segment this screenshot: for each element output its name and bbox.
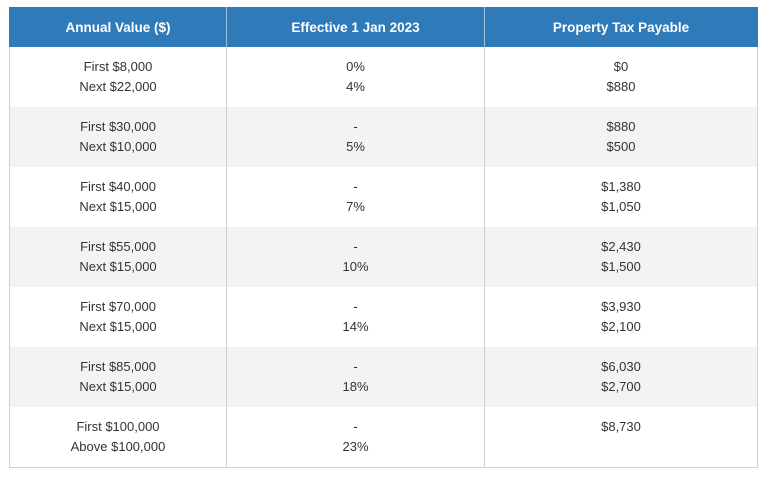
annual-value-cell: First $100,000 Above $100,000: [9, 407, 227, 468]
header-row: Annual Value ($) Effective 1 Jan 2023 Pr…: [9, 7, 758, 47]
tax-payable-line: $6,030: [601, 359, 641, 374]
annual-value-line: Above $100,000: [70, 439, 166, 454]
header-property-tax-payable: Property Tax Payable: [484, 7, 758, 47]
rate-cell: - 10%: [226, 227, 485, 287]
tax-payable-line: $3,930: [601, 299, 641, 314]
rate-line: -: [353, 419, 358, 434]
header-annual-value: Annual Value ($): [9, 7, 227, 47]
rate-line: -: [353, 239, 358, 254]
table-header: Annual Value ($) Effective 1 Jan 2023 Pr…: [9, 7, 758, 47]
tax-payable-cell: $6,030 $2,700: [484, 347, 758, 407]
table-row: First $85,000 Next $15,000 - 18% $6,030 …: [9, 347, 758, 407]
rate-line: 7%: [346, 199, 365, 214]
rate-cell: - 23%: [226, 407, 485, 468]
table-row: First $55,000 Next $15,000 - 10% $2,430 …: [9, 227, 758, 287]
annual-value-line: First $40,000: [80, 179, 156, 194]
tax-payable-line: $2,100: [601, 319, 641, 334]
rate-cell: - 18%: [226, 347, 485, 407]
tax-payable-line: $2,700: [601, 379, 641, 394]
annual-value-line: Next $15,000: [79, 319, 157, 334]
annual-value-cell: First $40,000 Next $15,000: [9, 167, 227, 227]
tax-payable-line: $8,730: [601, 419, 641, 434]
table-row: First $100,000 Above $100,000 - 23% $8,7…: [9, 407, 758, 468]
tax-payable-line: $0: [613, 59, 629, 74]
annual-value-cell: First $30,000 Next $10,000: [9, 107, 227, 167]
rate-line: 0%: [346, 59, 365, 74]
annual-value-cell: First $70,000 Next $15,000: [9, 287, 227, 347]
tax-payable-line: $880: [606, 79, 636, 94]
table-row: First $8,000 Next $22,000 0% 4% $0 $880: [9, 47, 758, 107]
rate-line: -: [353, 299, 358, 314]
tax-payable-cell: $2,430 $1,500: [484, 227, 758, 287]
annual-value-cell: First $55,000 Next $15,000: [9, 227, 227, 287]
annual-value-cell: First $85,000 Next $15,000: [9, 347, 227, 407]
annual-value-line: Next $22,000: [79, 79, 157, 94]
rate-line: 14%: [342, 319, 369, 334]
annual-value-line: Next $15,000: [79, 199, 157, 214]
tax-payable-cell: $880 $500: [484, 107, 758, 167]
property-tax-table: Annual Value ($) Effective 1 Jan 2023 Pr…: [9, 7, 758, 468]
annual-value-line: Next $15,000: [79, 379, 157, 394]
tax-payable-line: $2,430: [601, 239, 641, 254]
rate-cell: 0% 4%: [226, 47, 485, 107]
rate-line: 23%: [342, 439, 369, 454]
annual-value-line: First $100,000: [76, 419, 160, 434]
rate-line: -: [353, 119, 358, 134]
tax-payable-cell: $8,730: [484, 407, 758, 468]
tax-payable-line: $1,500: [601, 259, 641, 274]
tax-payable-line: $1,050: [601, 199, 641, 214]
tax-payable-line: $500: [606, 139, 636, 154]
annual-value-line: Next $10,000: [79, 139, 157, 154]
annual-value-cell: First $8,000 Next $22,000: [9, 47, 227, 107]
header-effective-date: Effective 1 Jan 2023: [226, 7, 485, 47]
tax-payable-cell: $1,380 $1,050: [484, 167, 758, 227]
rate-cell: - 7%: [226, 167, 485, 227]
annual-value-line: First $85,000: [80, 359, 156, 374]
rate-cell: - 5%: [226, 107, 485, 167]
tax-payable-cell: $3,930 $2,100: [484, 287, 758, 347]
table-row: First $30,000 Next $10,000 - 5% $880 $50…: [9, 107, 758, 167]
annual-value-line: First $30,000: [80, 119, 156, 134]
tax-payable-line: $880: [606, 119, 636, 134]
rate-line: -: [353, 179, 358, 194]
annual-value-line: First $55,000: [80, 239, 156, 254]
rate-line: -: [353, 359, 358, 374]
rate-line: 4%: [346, 79, 365, 94]
table-body: First $8,000 Next $22,000 0% 4% $0 $880 …: [9, 47, 758, 468]
tax-payable-cell: $0 $880: [484, 47, 758, 107]
rate-cell: - 14%: [226, 287, 485, 347]
tax-payable-line: [485, 437, 757, 457]
rate-line: 10%: [342, 259, 369, 274]
property-tax-table-container: Annual Value ($) Effective 1 Jan 2023 Pr…: [9, 7, 758, 468]
table-row: First $40,000 Next $15,000 - 7% $1,380 $…: [9, 167, 758, 227]
rate-line: 18%: [342, 379, 369, 394]
annual-value-line: First $70,000: [80, 299, 156, 314]
annual-value-line: First $8,000: [83, 59, 153, 74]
tax-payable-line: $1,380: [601, 179, 641, 194]
rate-line: 5%: [346, 139, 365, 154]
table-row: First $70,000 Next $15,000 - 14% $3,930 …: [9, 287, 758, 347]
annual-value-line: Next $15,000: [79, 259, 157, 274]
